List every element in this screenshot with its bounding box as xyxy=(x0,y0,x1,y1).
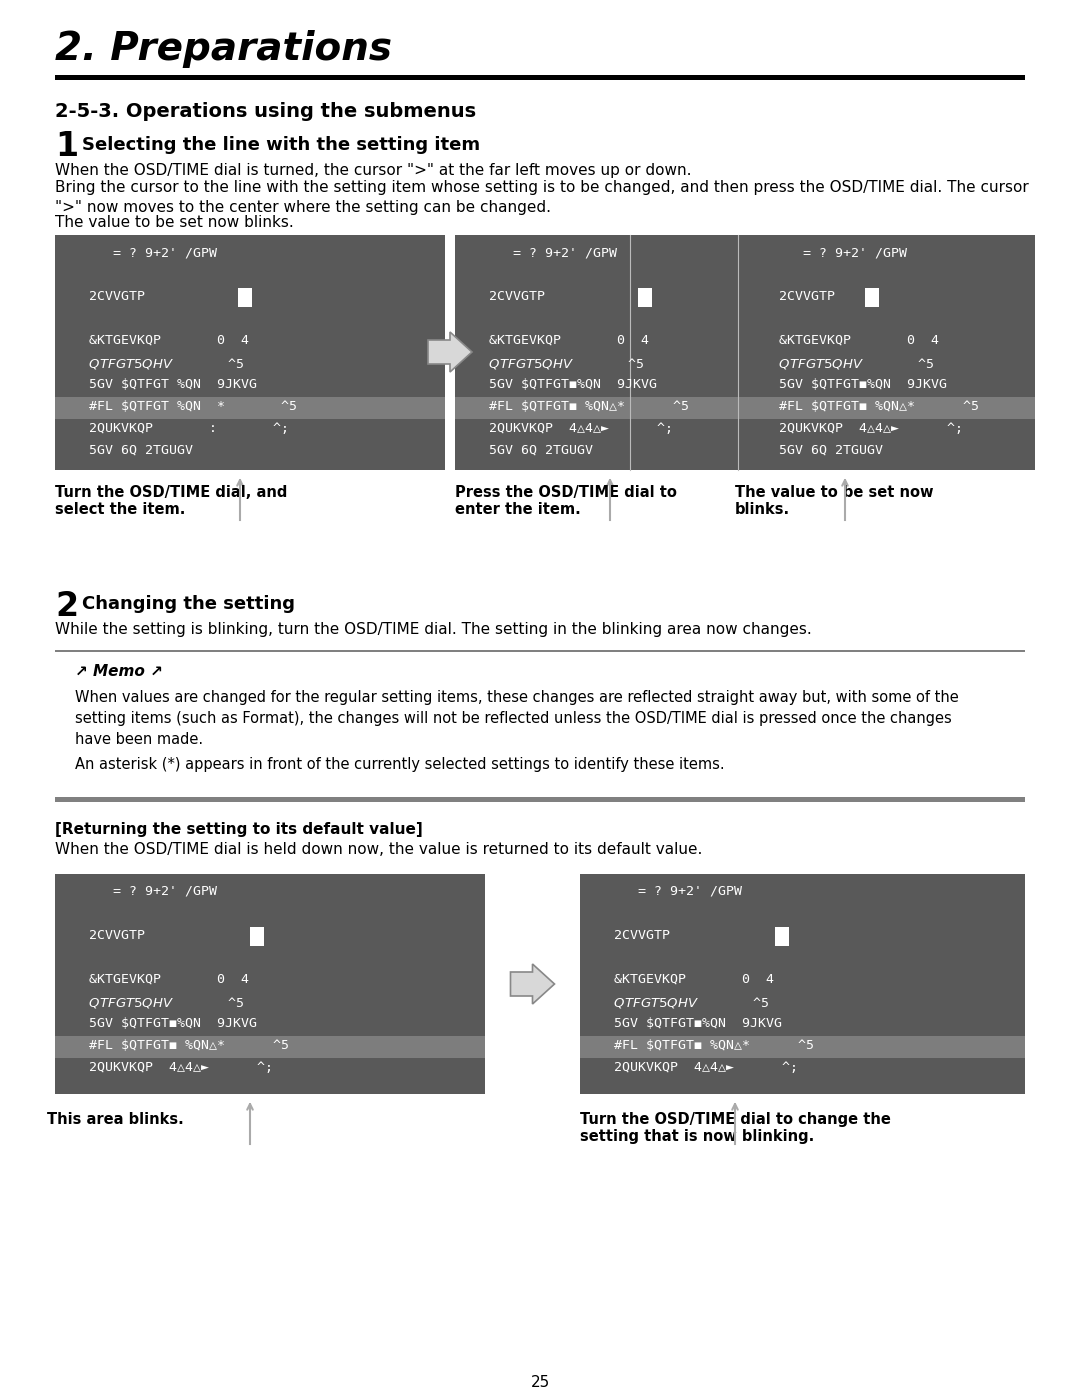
Bar xyxy=(455,397,845,419)
Text: Turn the OSD/TIME dial, and
select the item.: Turn the OSD/TIME dial, and select the i… xyxy=(55,485,287,517)
Text: #FL $QTFGT◼ %QN△*      ^5: #FL $QTFGT◼ %QN△* ^5 xyxy=(73,1039,289,1052)
Text: $QTFGT 5QHV   $       ^5: $QTFGT 5QHV $ ^5 xyxy=(73,356,244,372)
Text: = ? 9+2' /GPW: = ? 9+2' /GPW xyxy=(73,886,217,898)
Text: [Returning the setting to its default value]: [Returning the setting to its default va… xyxy=(55,821,422,837)
Text: $QTFGT 5QHV   $       ^5: $QTFGT 5QHV $ ^5 xyxy=(73,995,244,1010)
Bar xyxy=(865,288,879,307)
Text: 5GV $QTFGT◼%QN  9JKVG: 5GV $QTFGT◼%QN 9JKVG xyxy=(598,1017,782,1030)
Text: 2: 2 xyxy=(55,590,78,623)
Text: 5GV $QTFGT◼%QN  9JKVG: 5GV $QTFGT◼%QN 9JKVG xyxy=(73,1017,257,1030)
Text: = ? 9+2' /GPW: = ? 9+2' /GPW xyxy=(73,246,217,258)
Bar xyxy=(55,397,445,419)
Text: = ? 9+2' /GPW: = ? 9+2' /GPW xyxy=(598,886,742,898)
Text: 2QUKVKQP       :       ^;: 2QUKVKQP : ^; xyxy=(73,422,289,434)
Text: 5GV $QTFGT %QN  9JKVG: 5GV $QTFGT %QN 9JKVG xyxy=(73,379,257,391)
Bar xyxy=(745,235,1035,469)
Bar xyxy=(580,1037,1025,1058)
Text: 5GV 6Q 2TGUGV: 5GV 6Q 2TGUGV xyxy=(73,444,193,457)
Text: $QTFGT 5QHV   $       ^5: $QTFGT 5QHV $ ^5 xyxy=(762,356,934,372)
Text: #FL $QTFGT %QN  *       ^5: #FL $QTFGT %QN * ^5 xyxy=(73,400,297,414)
Text: Turn the OSD/TIME dial to change the
setting that is now blinking.: Turn the OSD/TIME dial to change the set… xyxy=(580,1112,891,1144)
Text: While the setting is blinking, turn the OSD/TIME dial. The setting in the blinki: While the setting is blinking, turn the … xyxy=(55,622,812,637)
Text: When values are changed for the regular setting items, these changes are reflect: When values are changed for the regular … xyxy=(75,690,959,747)
Bar xyxy=(745,397,1035,419)
Text: #FL $QTFGT◼ %QN△*      ^5: #FL $QTFGT◼ %QN△* ^5 xyxy=(598,1039,814,1052)
Text: &KTGEVKQP       0  4: &KTGEVKQP 0 4 xyxy=(473,334,649,346)
Text: &KTGEVKQP       0  4: &KTGEVKQP 0 4 xyxy=(73,972,249,986)
Text: 2CVVGTP: 2CVVGTP xyxy=(762,291,835,303)
Text: When the OSD/TIME dial is turned, the cursor ">" at the far left moves up or dow: When the OSD/TIME dial is turned, the cu… xyxy=(55,163,691,177)
Text: Changing the setting: Changing the setting xyxy=(82,595,295,613)
Text: 2. Preparations: 2. Preparations xyxy=(55,29,392,68)
Bar xyxy=(238,288,252,307)
Text: 2CVVGTP: 2CVVGTP xyxy=(598,929,670,942)
Text: 5GV 6Q 2TGUGV: 5GV 6Q 2TGUGV xyxy=(473,444,593,457)
Text: 5GV $QTFGT◼%QN  9JKVG: 5GV $QTFGT◼%QN 9JKVG xyxy=(473,379,657,391)
Bar xyxy=(55,75,1025,80)
Polygon shape xyxy=(511,964,554,1004)
Text: 2QUKVKQP  4△4△►      ^;: 2QUKVKQP 4△4△► ^; xyxy=(762,422,963,434)
Bar xyxy=(55,875,485,1094)
Text: 2CVVGTP: 2CVVGTP xyxy=(473,291,545,303)
Text: &KTGEVKQP       0  4: &KTGEVKQP 0 4 xyxy=(73,334,249,346)
Text: #FL $QTFGT◼ %QN△*      ^5: #FL $QTFGT◼ %QN△* ^5 xyxy=(473,400,689,414)
Text: 2-5-3. Operations using the submenus: 2-5-3. Operations using the submenus xyxy=(55,102,476,122)
Text: 2QUKVKQP  4△4△►      ^;: 2QUKVKQP 4△4△► ^; xyxy=(73,1060,273,1074)
Bar xyxy=(55,652,1025,798)
Polygon shape xyxy=(428,332,472,372)
Bar xyxy=(249,928,264,946)
Text: 2QUKVKQP  4△4△►      ^;: 2QUKVKQP 4△4△► ^; xyxy=(598,1060,798,1074)
Text: An asterisk (*) appears in front of the currently selected settings to identify : An asterisk (*) appears in front of the … xyxy=(75,757,725,773)
Bar xyxy=(638,288,652,307)
Text: Selecting the line with the setting item: Selecting the line with the setting item xyxy=(82,136,481,154)
Text: $QTFGT 5QHV   $       ^5: $QTFGT 5QHV $ ^5 xyxy=(598,995,769,1010)
Text: = ? 9+2' /GPW: = ? 9+2' /GPW xyxy=(473,246,617,258)
Bar xyxy=(580,875,1025,1094)
Text: Bring the cursor to the line with the setting item whose setting is to be change: Bring the cursor to the line with the se… xyxy=(55,180,1029,215)
Text: Press the OSD/TIME dial to
enter the item.: Press the OSD/TIME dial to enter the ite… xyxy=(455,485,677,517)
Text: &KTGEVKQP       0  4: &KTGEVKQP 0 4 xyxy=(762,334,939,346)
Bar xyxy=(775,928,789,946)
Text: 25: 25 xyxy=(530,1375,550,1390)
Text: The value to be set now blinks.: The value to be set now blinks. xyxy=(55,215,294,231)
Text: ↗ Memo ↗: ↗ Memo ↗ xyxy=(75,664,163,679)
Bar xyxy=(55,650,1025,655)
Text: $QTFGT 5QHV   $       ^5: $QTFGT 5QHV $ ^5 xyxy=(473,356,644,372)
Text: &KTGEVKQP       0  4: &KTGEVKQP 0 4 xyxy=(598,972,774,986)
Text: 2CVVGTP: 2CVVGTP xyxy=(73,929,145,942)
Text: #FL $QTFGT◼ %QN△*      ^5: #FL $QTFGT◼ %QN△* ^5 xyxy=(762,400,978,414)
Text: When the OSD/TIME dial is held down now, the value is returned to its default va: When the OSD/TIME dial is held down now,… xyxy=(55,842,702,856)
Text: This area blinks.: This area blinks. xyxy=(46,1112,184,1127)
Text: 5GV $QTFGT◼%QN  9JKVG: 5GV $QTFGT◼%QN 9JKVG xyxy=(762,379,947,391)
Bar xyxy=(55,798,1025,802)
Bar xyxy=(55,235,445,469)
Text: The value to be set now
blinks.: The value to be set now blinks. xyxy=(735,485,933,517)
Text: 2CVVGTP: 2CVVGTP xyxy=(73,291,145,303)
Text: = ? 9+2' /GPW: = ? 9+2' /GPW xyxy=(762,246,907,258)
Text: 2QUKVKQP  4△4△►      ^;: 2QUKVKQP 4△4△► ^; xyxy=(473,422,673,434)
Bar xyxy=(455,235,845,469)
Text: 5GV 6Q 2TGUGV: 5GV 6Q 2TGUGV xyxy=(762,444,883,457)
Bar xyxy=(55,1037,485,1058)
Text: 1: 1 xyxy=(55,130,78,163)
